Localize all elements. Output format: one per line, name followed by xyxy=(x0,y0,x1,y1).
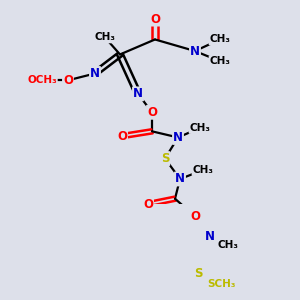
Text: N: N xyxy=(175,172,185,185)
Text: N: N xyxy=(133,87,143,101)
Text: OCH₃: OCH₃ xyxy=(27,75,57,85)
Text: N: N xyxy=(190,44,200,58)
Text: O: O xyxy=(143,198,153,211)
Text: O: O xyxy=(117,130,127,142)
Text: CH₃: CH₃ xyxy=(209,56,230,66)
Text: SCH₃: SCH₃ xyxy=(208,279,236,290)
Text: CH₃: CH₃ xyxy=(193,165,214,175)
Text: O: O xyxy=(190,210,200,223)
Text: CH₃: CH₃ xyxy=(209,34,230,44)
Text: CH₃: CH₃ xyxy=(218,240,239,250)
Text: O: O xyxy=(150,13,160,26)
Text: N: N xyxy=(173,131,183,144)
Text: S: S xyxy=(161,152,169,165)
Text: N: N xyxy=(205,230,215,243)
Text: O: O xyxy=(147,106,157,119)
Text: N: N xyxy=(90,67,100,80)
Text: O: O xyxy=(63,74,73,87)
Text: CH₃: CH₃ xyxy=(190,123,211,133)
Text: CH₃: CH₃ xyxy=(94,32,116,42)
Text: S: S xyxy=(194,267,202,280)
